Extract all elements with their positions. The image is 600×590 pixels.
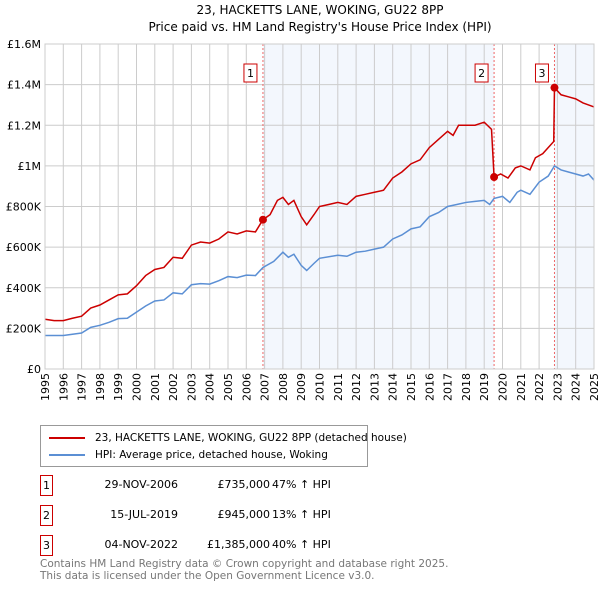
sale-label-box (243, 63, 258, 83)
y-tick-label: £0 (27, 363, 41, 376)
y-tick-label: £1M (18, 160, 42, 173)
x-tick-label: 2007 (259, 373, 272, 401)
x-tick-label: 2009 (295, 373, 308, 401)
sale-label: 2 (478, 67, 485, 80)
legend-hpi: HPI: Average price, detached house, Woki… (95, 449, 328, 461)
sale-hpi: 13% ↑ HPI (272, 508, 331, 521)
x-tick-label: 2022 (533, 373, 546, 401)
x-tick-label: 1999 (112, 373, 125, 401)
sale-label: 3 (538, 67, 545, 80)
x-tick-label: 2004 (204, 373, 217, 401)
sale-marker: 1 (40, 475, 53, 496)
x-tick-label: 2008 (277, 373, 290, 401)
sale-label-box (474, 63, 489, 83)
legend: 23, HACKETTS LANE, WOKING, GU22 8PP (det… (40, 425, 407, 467)
x-tick-label: 2003 (185, 373, 198, 401)
sale-row: 1 29-NOV-2006 £735,000 47% ↑ HPI (40, 475, 440, 496)
sale-point (490, 173, 499, 182)
x-tick-label: 2013 (368, 373, 381, 401)
x-tick-label: 2025 (588, 373, 600, 401)
x-tick-label: 2019 (478, 373, 491, 401)
sale-marker: 2 (40, 505, 53, 526)
sale-date: 29-NOV-2006 (104, 478, 178, 491)
x-tick-label: 2010 (314, 373, 327, 401)
x-tick-label: 1996 (57, 373, 70, 401)
footer-line: Contains HM Land Registry data © Crown c… (40, 558, 449, 570)
sale-price: £735,000 (217, 478, 271, 491)
sale-point (550, 83, 559, 92)
sale-point (258, 215, 267, 224)
sale-hpi: 40% ↑ HPI (272, 538, 331, 551)
x-tick-label: 2014 (387, 373, 400, 401)
plot-border (44, 43, 595, 370)
x-tick-label: 2018 (460, 373, 473, 401)
sale-price: £1,385,000 (207, 538, 270, 551)
sale-marker: 3 (40, 535, 53, 556)
sale-hpi: 47% ↑ HPI (272, 478, 331, 491)
legend-property: 23, HACKETTS LANE, WOKING, GU22 8PP (det… (95, 432, 407, 444)
x-tick-label: 2000 (131, 373, 144, 401)
x-tick-label: 1995 (39, 373, 52, 401)
blue-line-swatch (49, 454, 85, 456)
sale-row: 2 15-JUL-2019 £945,000 13% ↑ HPI (40, 505, 440, 526)
x-tick-label: 1997 (76, 373, 89, 401)
x-tick-label: 2016 (423, 373, 436, 401)
y-tick-label: £600K (6, 241, 42, 254)
y-tick-label: £200K (6, 322, 42, 335)
chart-subtitle: Price paid vs. HM Land Registry's House … (148, 20, 491, 34)
x-tick-label: 2017 (442, 373, 455, 401)
x-tick-label: 2021 (515, 373, 528, 401)
x-tick-label: 1998 (94, 373, 107, 401)
hpi-line (45, 164, 595, 337)
y-tick-label: £800K (6, 201, 42, 214)
y-tick-label: £1.4M (7, 79, 41, 92)
property-price-line (44, 85, 595, 322)
price-chart: 23, HACKETTS LANE, WOKING, GU22 8PP Pric… (6, 3, 600, 401)
x-tick-label: 2006 (240, 373, 253, 401)
x-tick-label: 2015 (405, 373, 418, 401)
x-tick-label: 2011 (332, 373, 345, 401)
x-tick-label: 2002 (167, 373, 180, 401)
y-tick-label: £1.2M (7, 119, 41, 132)
sale-label-box (534, 63, 549, 83)
red-line-swatch (49, 437, 85, 439)
x-tick-label: 2005 (222, 373, 235, 401)
footer-line: This data is licensed under the Open Gov… (40, 570, 375, 582)
y-tick-label: £400K (6, 282, 42, 295)
x-tick-label: 2023 (551, 373, 564, 401)
footer: Contains HM Land Registry data © Crown c… (40, 558, 448, 582)
x-tick-label: 2024 (570, 373, 583, 401)
sale-row: 3 04-NOV-2022 £1,385,000 40% ↑ HPI (40, 535, 440, 556)
sale-date: 15-JUL-2019 (110, 508, 178, 521)
y-tick-label: £1.6M (7, 38, 41, 51)
sale-label: 1 (247, 67, 254, 80)
chart-title: 23, HACKETTS LANE, WOKING, GU22 8PP (197, 3, 444, 17)
sale-price: £945,000 (217, 508, 271, 521)
x-tick-label: 2012 (350, 373, 363, 401)
sale-date: 04-NOV-2022 (104, 538, 178, 551)
x-tick-label: 2020 (497, 373, 510, 401)
x-tick-label: 2001 (149, 373, 162, 401)
